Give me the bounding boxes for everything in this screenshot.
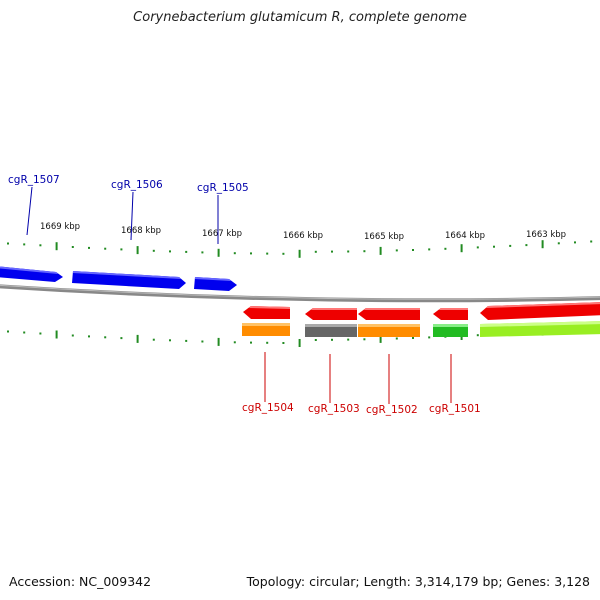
cog-box-cgR_1502 [358,324,420,337]
forward-strand-genes [0,266,237,291]
label-leader-lines [26,186,452,404]
gene-label-cgR_1505[interactable]: cgR_1505 [197,182,249,194]
cog-category-boxes [242,321,600,337]
outer-tick-row [7,240,593,258]
gene-label-cgR_1503[interactable]: cgR_1503 [308,403,360,415]
gene-label-cgR_1502[interactable]: cgR_1502 [366,404,418,416]
kbp-label-1667: 1667 kbp [202,229,242,239]
kbp-label-1665: 1665 kbp [364,232,404,242]
genome-title: Corynebacterium glutamicum R, complete g… [133,10,467,25]
gene-arrow-cgR_1506[interactable] [72,271,186,289]
gene-label-cgR_1501[interactable]: cgR_1501 [429,403,481,415]
gene-arrow-partial-right[interactable] [480,302,600,320]
genome-backbone [0,284,600,303]
kbp-label-1666: 1666 kbp [283,231,323,241]
reverse-strand-genes [243,302,600,320]
gene-arrow-cgR_1502[interactable] [358,308,420,320]
kbp-label-1668: 1668 kbp [121,226,161,236]
gene-arrow-cgR_1501[interactable] [433,308,468,320]
gene-arrow-cgR_1507[interactable] [0,266,63,282]
gene-arrow-cgR_1505[interactable] [194,277,237,291]
cog-box-cgR_1501 [433,324,468,337]
accession-text: Accession: NC_009342 [9,574,152,589]
gene-labels: cgR_1507 cgR_1506 cgR_1505 cgR_1504 cgR_… [8,174,481,416]
kbp-label-1663: 1663 kbp [526,230,566,240]
gene-label-cgR_1506[interactable]: cgR_1506 [111,179,163,191]
genome-stats-text: Topology: circular; Length: 3,314,179 bp… [246,574,590,589]
gene-label-cgR_1504[interactable]: cgR_1504 [242,402,294,414]
gene-arrow-cgR_1503[interactable] [305,308,357,320]
cog-box-cgR_1504 [242,323,290,336]
cog-box-cgR_1503 [305,324,357,337]
kbp-labels: 1669 kbp 1668 kbp 1667 kbp 1666 kbp 1665… [40,222,566,242]
gene-arrow-cgR_1504[interactable] [243,306,290,319]
cog-box-partial-right [480,321,600,337]
gene-label-cgR_1507[interactable]: cgR_1507 [8,174,60,186]
kbp-label-1669: 1669 kbp [40,222,80,232]
kbp-label-1664: 1664 kbp [445,231,485,241]
